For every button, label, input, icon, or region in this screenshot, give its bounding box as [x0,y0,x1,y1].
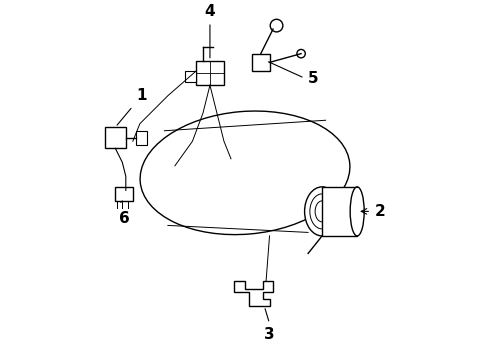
Polygon shape [185,71,196,82]
Text: 6: 6 [119,211,129,226]
Text: 4: 4 [205,4,215,19]
Circle shape [297,49,305,58]
Text: 3: 3 [264,327,275,342]
Polygon shape [235,282,273,306]
Polygon shape [136,131,147,145]
Ellipse shape [350,187,364,236]
Circle shape [270,19,283,32]
Polygon shape [196,60,224,85]
Ellipse shape [315,201,329,222]
Polygon shape [115,187,133,201]
Text: 1: 1 [136,88,147,103]
Polygon shape [105,127,126,148]
Polygon shape [252,54,270,71]
Ellipse shape [305,187,340,236]
Ellipse shape [140,111,350,235]
Ellipse shape [310,194,334,229]
Text: 5: 5 [308,71,318,86]
Polygon shape [322,187,357,236]
Text: 2: 2 [375,204,386,219]
